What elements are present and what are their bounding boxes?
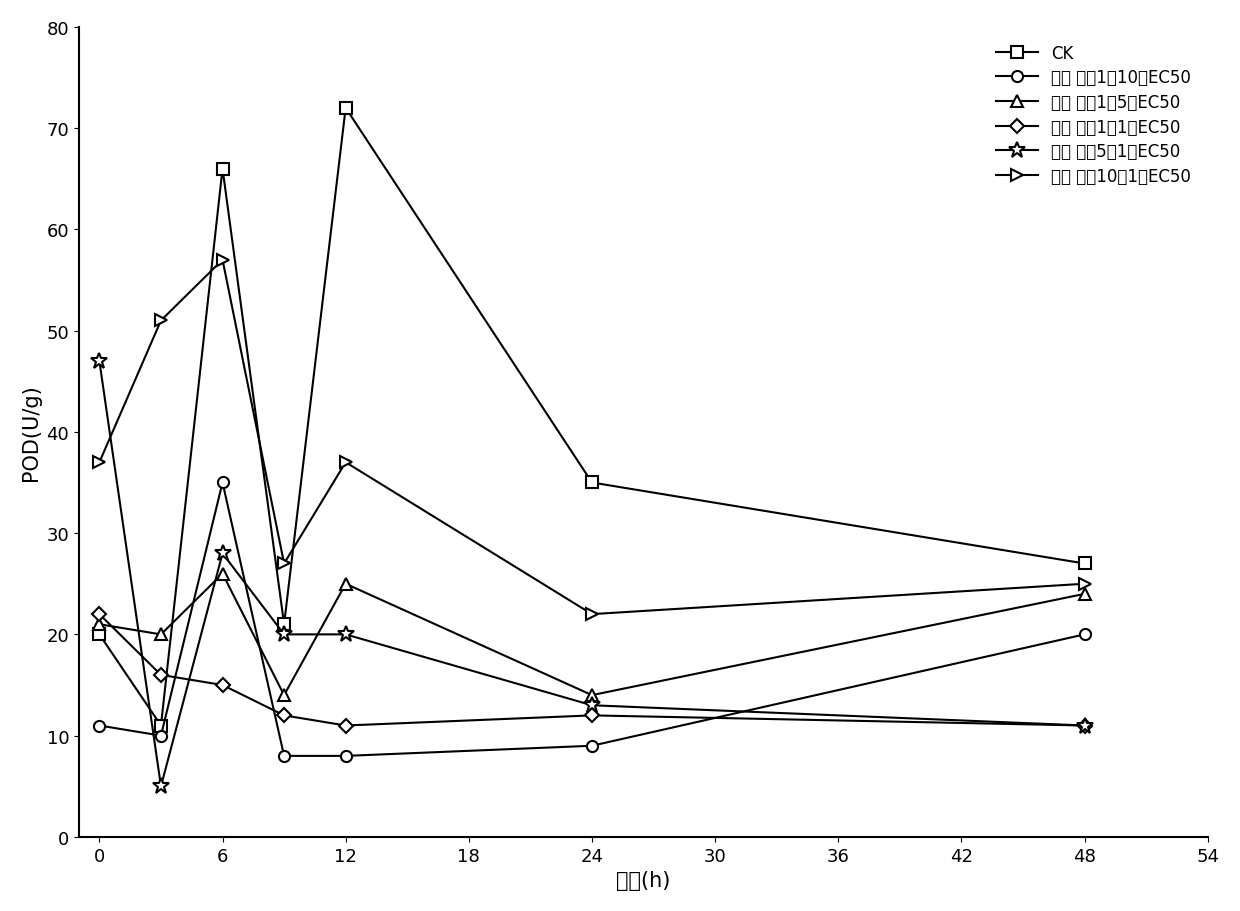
Legend: CK, 丙： 胵（1：10）EC50, 丙： 胵（1：5）EC50, 丙： 胵（1：1）EC50, 丙： 胵（5：1）EC50, 丙： 胵（10：1）EC50: CK, 丙： 胵（1：10）EC50, 丙： 胵（1：5）EC50, 丙： 胵（… [988, 36, 1199, 194]
Y-axis label: POD(U/g): POD(U/g) [21, 384, 41, 481]
X-axis label: 时间(h): 时间(h) [616, 870, 671, 890]
